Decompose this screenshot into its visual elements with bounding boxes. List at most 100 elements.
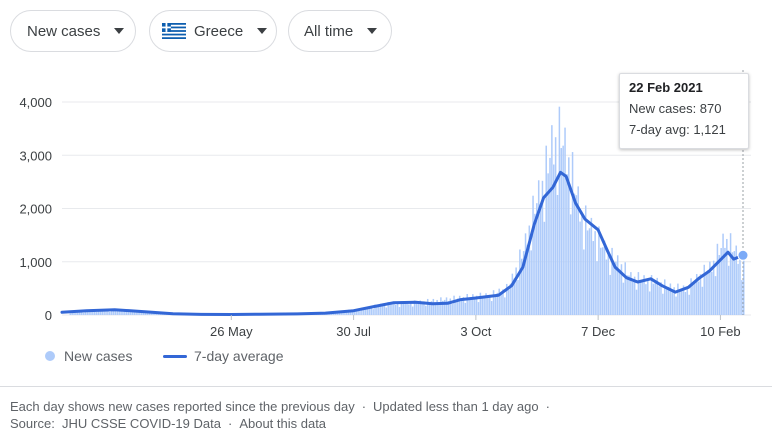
bar-new-cases bbox=[660, 282, 662, 315]
bar-new-cases bbox=[453, 296, 455, 315]
y-tick-label: 4,000 bbox=[19, 95, 52, 110]
bar-new-cases bbox=[83, 313, 85, 315]
bar-new-cases bbox=[688, 295, 690, 315]
bar-new-cases bbox=[418, 303, 420, 315]
bar-new-cases bbox=[681, 289, 683, 315]
bar-new-cases bbox=[596, 261, 598, 315]
bar-new-cases bbox=[679, 290, 681, 315]
bar-new-cases bbox=[532, 196, 534, 315]
bar-new-cases bbox=[739, 259, 741, 315]
bar-new-cases bbox=[79, 312, 81, 315]
bar-new-cases bbox=[425, 306, 427, 315]
bar-new-cases bbox=[619, 269, 621, 315]
bar-new-cases bbox=[581, 214, 583, 315]
bar-new-cases bbox=[608, 253, 610, 315]
bar-new-cases bbox=[562, 146, 564, 315]
tooltip-date: 22 Feb 2021 bbox=[629, 80, 739, 95]
separator-dot: · bbox=[362, 399, 366, 414]
bar-new-cases bbox=[645, 284, 647, 315]
footer-updated: Updated less than 1 day ago bbox=[373, 399, 539, 414]
metric-label: New cases bbox=[27, 23, 100, 40]
bar-new-cases bbox=[70, 314, 72, 315]
bar-new-cases bbox=[438, 305, 440, 315]
bar-new-cases bbox=[636, 290, 638, 315]
bar-new-cases bbox=[724, 248, 726, 315]
bar-new-cases bbox=[572, 152, 574, 315]
bar-new-cases bbox=[730, 233, 732, 315]
bar-new-cases bbox=[416, 303, 418, 315]
bar-new-cases bbox=[666, 288, 668, 315]
line-legend-icon bbox=[163, 355, 187, 358]
bar-new-cases bbox=[698, 281, 700, 315]
bar-new-cases bbox=[694, 281, 696, 315]
bar-new-cases bbox=[468, 298, 470, 315]
bar-new-cases bbox=[715, 276, 717, 315]
bar-new-cases bbox=[495, 295, 497, 315]
bar-new-cases bbox=[446, 297, 448, 315]
bar-new-cases bbox=[700, 274, 702, 315]
bar-new-cases bbox=[491, 301, 493, 315]
bar-new-cases bbox=[389, 305, 391, 315]
bar-new-cases bbox=[728, 266, 730, 315]
bar-new-cases bbox=[427, 299, 429, 315]
bar-new-cases bbox=[719, 255, 721, 315]
bar-new-cases bbox=[574, 194, 576, 315]
x-tick-label: 10 Feb bbox=[700, 324, 740, 339]
bar-new-cases bbox=[96, 312, 98, 315]
bar-new-cases bbox=[722, 234, 724, 315]
chevron-down-icon bbox=[257, 28, 267, 34]
metric-dropdown[interactable]: New cases bbox=[10, 10, 136, 52]
bar-new-cases bbox=[647, 279, 649, 315]
bar-new-cases bbox=[613, 263, 615, 315]
bar-new-cases bbox=[703, 265, 705, 315]
tooltip-new-cases: New cases: 870 bbox=[629, 101, 739, 116]
bar-new-cases bbox=[359, 311, 361, 315]
bar-new-cases bbox=[559, 107, 561, 315]
bar-new-cases bbox=[735, 246, 737, 315]
footer-source[interactable]: Source: JHU CSSE COVID-19 Data bbox=[10, 416, 221, 431]
bar-new-cases bbox=[451, 304, 453, 315]
footer-line-1: Each day shows new cases reported since … bbox=[10, 399, 557, 414]
bar-new-cases bbox=[662, 294, 664, 315]
bar-new-cases bbox=[504, 297, 506, 315]
bar-new-cases bbox=[707, 270, 709, 315]
bar-new-cases bbox=[566, 174, 568, 315]
bar-new-cases bbox=[397, 303, 399, 315]
bar-new-cases bbox=[512, 274, 514, 315]
bar-new-cases bbox=[564, 128, 566, 315]
chevron-down-icon bbox=[114, 28, 124, 34]
about-data-link[interactable]: About this data bbox=[239, 416, 326, 431]
bar-new-cases bbox=[404, 303, 406, 315]
bar-new-cases bbox=[544, 222, 546, 315]
bar-new-cases bbox=[440, 297, 442, 315]
bar-new-cases bbox=[672, 291, 674, 315]
bar-new-cases bbox=[519, 250, 521, 315]
time-range-dropdown[interactable]: All time bbox=[288, 10, 392, 52]
x-tick-label: 3 Oct bbox=[460, 324, 491, 339]
bar-new-cases bbox=[655, 282, 657, 315]
bar-new-cases bbox=[734, 251, 736, 315]
bar-new-cases bbox=[391, 304, 393, 315]
chevron-down-icon bbox=[367, 28, 377, 34]
bar-new-cases bbox=[741, 280, 743, 315]
bar-new-cases bbox=[530, 250, 532, 315]
bar-new-cases bbox=[549, 158, 551, 315]
bar-new-cases bbox=[482, 297, 484, 315]
bar-new-cases bbox=[711, 272, 713, 315]
y-tick-label: 2,000 bbox=[19, 202, 52, 217]
bar-new-cases bbox=[399, 307, 401, 315]
bar-new-cases bbox=[421, 303, 423, 315]
separator-dot: · bbox=[228, 416, 232, 431]
bar-new-cases bbox=[433, 299, 435, 315]
bar-new-cases bbox=[664, 279, 666, 315]
legend-seven-day-average: 7-day average bbox=[163, 348, 284, 364]
country-label: Greece bbox=[194, 23, 243, 40]
country-dropdown[interactable]: Greece bbox=[149, 10, 277, 52]
footer-divider bbox=[0, 386, 772, 387]
bar-new-cases bbox=[702, 287, 704, 315]
bar-new-cases bbox=[687, 286, 689, 315]
bar-new-cases bbox=[626, 275, 628, 315]
bar-new-cases bbox=[517, 280, 519, 315]
bar-new-cases bbox=[493, 290, 495, 315]
bar-new-cases bbox=[675, 297, 677, 315]
